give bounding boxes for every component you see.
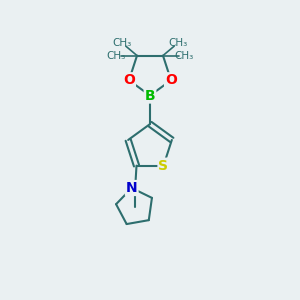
Text: CH₃: CH₃ — [175, 51, 194, 61]
Text: B: B — [145, 88, 155, 103]
Text: O: O — [123, 73, 135, 87]
Text: CH₃: CH₃ — [113, 38, 132, 48]
Text: N: N — [126, 181, 137, 195]
Text: CH₃: CH₃ — [106, 51, 125, 61]
Text: S: S — [158, 159, 169, 172]
Text: CH₃: CH₃ — [168, 38, 187, 48]
Text: O: O — [165, 73, 177, 87]
